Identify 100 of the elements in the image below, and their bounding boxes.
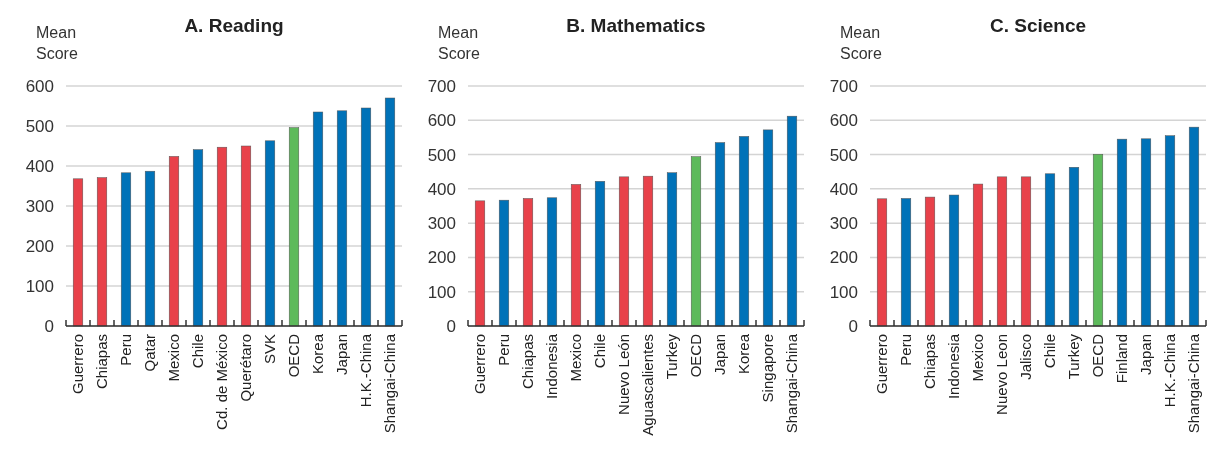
bar: [1092, 153, 1104, 327]
bar: [972, 183, 984, 327]
x-tick-label: Shangai-China: [783, 333, 801, 434]
y-tick-label: 400: [25, 156, 54, 176]
x-tick-label: Jalisco: [1017, 334, 1035, 380]
bar: [1188, 126, 1200, 327]
y-tick-label: 200: [427, 248, 456, 268]
bar: [570, 184, 582, 327]
y-tick-label: 500: [829, 145, 858, 165]
bar: [1068, 167, 1080, 327]
bar: [762, 129, 774, 327]
y-tick-label: 500: [25, 116, 54, 136]
x-tick-label: Peru: [495, 334, 513, 366]
bar: [618, 176, 630, 327]
x-tick-label: Shangai-China: [1185, 333, 1203, 434]
y-tick-label: 600: [25, 76, 54, 96]
bar: [360, 107, 372, 327]
y-tick-label: 200: [25, 236, 54, 256]
bar: [120, 172, 132, 327]
y-tick-label: 300: [829, 214, 858, 234]
bar: [786, 115, 798, 327]
bar: [168, 156, 180, 327]
x-tick-label: Indonesia: [945, 333, 963, 400]
y-tick-label: 0: [848, 316, 858, 336]
x-tick-label: Peru: [117, 334, 135, 366]
bar: [690, 156, 702, 327]
bar: [384, 97, 396, 327]
bar: [900, 198, 912, 327]
bar: [948, 194, 960, 327]
x-tick-label: Singapore: [759, 334, 777, 403]
x-tick-label: OECD: [687, 333, 705, 378]
y-tick-label: 700: [829, 76, 858, 96]
x-tick-label: Nuevo León: [615, 334, 633, 415]
bar: [192, 149, 204, 327]
x-tick-label: Guerrero: [873, 334, 891, 395]
x-tick-label: H.K.-China: [357, 333, 375, 408]
x-tick-label: Korea: [735, 333, 753, 375]
x-tick-label: Turkey: [1065, 333, 1083, 380]
y-tick-label: 200: [829, 248, 858, 268]
x-tick-label: OECD: [1089, 333, 1107, 378]
x-tick-label: Chile: [189, 334, 207, 369]
x-tick-label: H.K.-China: [1161, 333, 1179, 408]
bar: [312, 111, 324, 327]
bar: [144, 170, 156, 327]
x-tick-label: Querétaro: [237, 334, 255, 402]
y-tick-label: 700: [427, 76, 456, 96]
x-tick-label: Chiapas: [93, 334, 111, 390]
y-axis-title: Mean Score: [438, 24, 480, 62]
x-tick-label: Mexico: [567, 334, 585, 382]
y-tick-label: 0: [446, 316, 456, 336]
x-tick-label: Korea: [309, 333, 327, 375]
x-tick-label: OECD: [285, 333, 303, 378]
y-axis-title: Mean Score: [36, 24, 78, 62]
x-tick-label: Qatar: [141, 334, 159, 372]
x-tick-label: Japan: [1137, 334, 1155, 375]
bar: [240, 145, 252, 327]
bar: [876, 198, 888, 327]
x-tick-label: Japan: [333, 334, 351, 375]
x-tick-label: Aguascalientes: [639, 334, 657, 436]
bar: [594, 181, 606, 327]
bar: [522, 198, 534, 327]
y-tick-label: 300: [427, 214, 456, 234]
bar: [216, 146, 228, 327]
x-tick-label: Indonesia: [543, 333, 561, 400]
bar: [498, 199, 510, 327]
x-tick-label: Chiapas: [519, 334, 537, 390]
y-tick-label: 400: [829, 179, 858, 199]
chart-title: B. Mathematics: [566, 15, 706, 36]
x-tick-label: Chile: [1041, 334, 1059, 369]
bar: [288, 127, 300, 327]
x-tick-label: Nuevo Leon: [993, 334, 1011, 415]
x-tick-label: Mexico: [969, 334, 987, 382]
bar: [738, 136, 750, 327]
x-tick-label: Guerrero: [69, 334, 87, 395]
x-tick-label: Cd. de México: [213, 334, 231, 430]
x-tick-label: Finland: [1113, 334, 1131, 384]
x-tick-label: Chiapas: [921, 334, 939, 390]
bar: [996, 176, 1008, 327]
bar: [1164, 135, 1176, 327]
y-tick-label: 500: [427, 145, 456, 165]
bar: [336, 110, 348, 327]
bar: [1140, 138, 1152, 327]
bar: [666, 172, 678, 327]
y-tick-label: 0: [44, 316, 54, 336]
y-tick-label: 400: [427, 179, 456, 199]
bar: [1044, 173, 1056, 327]
x-tick-label: Guerrero: [471, 334, 489, 395]
x-tick-label: Mexico: [165, 334, 183, 382]
chart-title: C. Science: [989, 15, 1087, 36]
y-tick-label: 100: [427, 282, 456, 302]
bar: [1116, 138, 1128, 327]
y-tick-label: 100: [25, 276, 54, 296]
y-axis-title: Mean Score: [840, 24, 882, 62]
y-tick-label: 600: [829, 111, 858, 131]
y-tick-label: 300: [25, 196, 54, 216]
y-tick-label: 100: [829, 282, 858, 302]
x-tick-label: Peru: [897, 334, 915, 366]
bar: [924, 196, 936, 327]
chart-title: A. Reading: [184, 15, 284, 36]
bar: [474, 200, 486, 327]
